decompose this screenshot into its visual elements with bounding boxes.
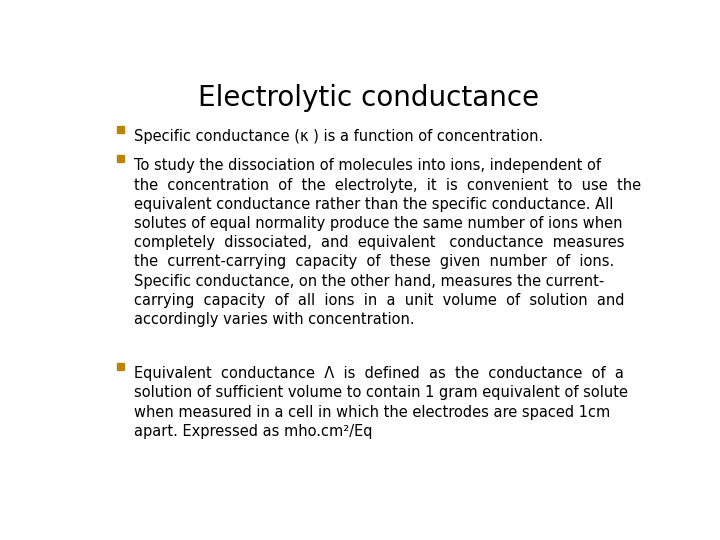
Text: Equivalent  conductance  Λ  is  defined  as  the  conductance  of  a
solution of: Equivalent conductance Λ is defined as t… (133, 366, 628, 439)
Text: Electrolytic conductance: Electrolytic conductance (199, 84, 539, 112)
Text: To study the dissociation of molecules into ions, independent of
the  concentrat: To study the dissociation of molecules i… (133, 158, 641, 327)
Bar (117, 125, 124, 133)
Bar (117, 154, 124, 162)
Text: Specific conductance (κ ) is a function of concentration.: Specific conductance (κ ) is a function … (133, 129, 543, 144)
Bar (117, 362, 124, 370)
